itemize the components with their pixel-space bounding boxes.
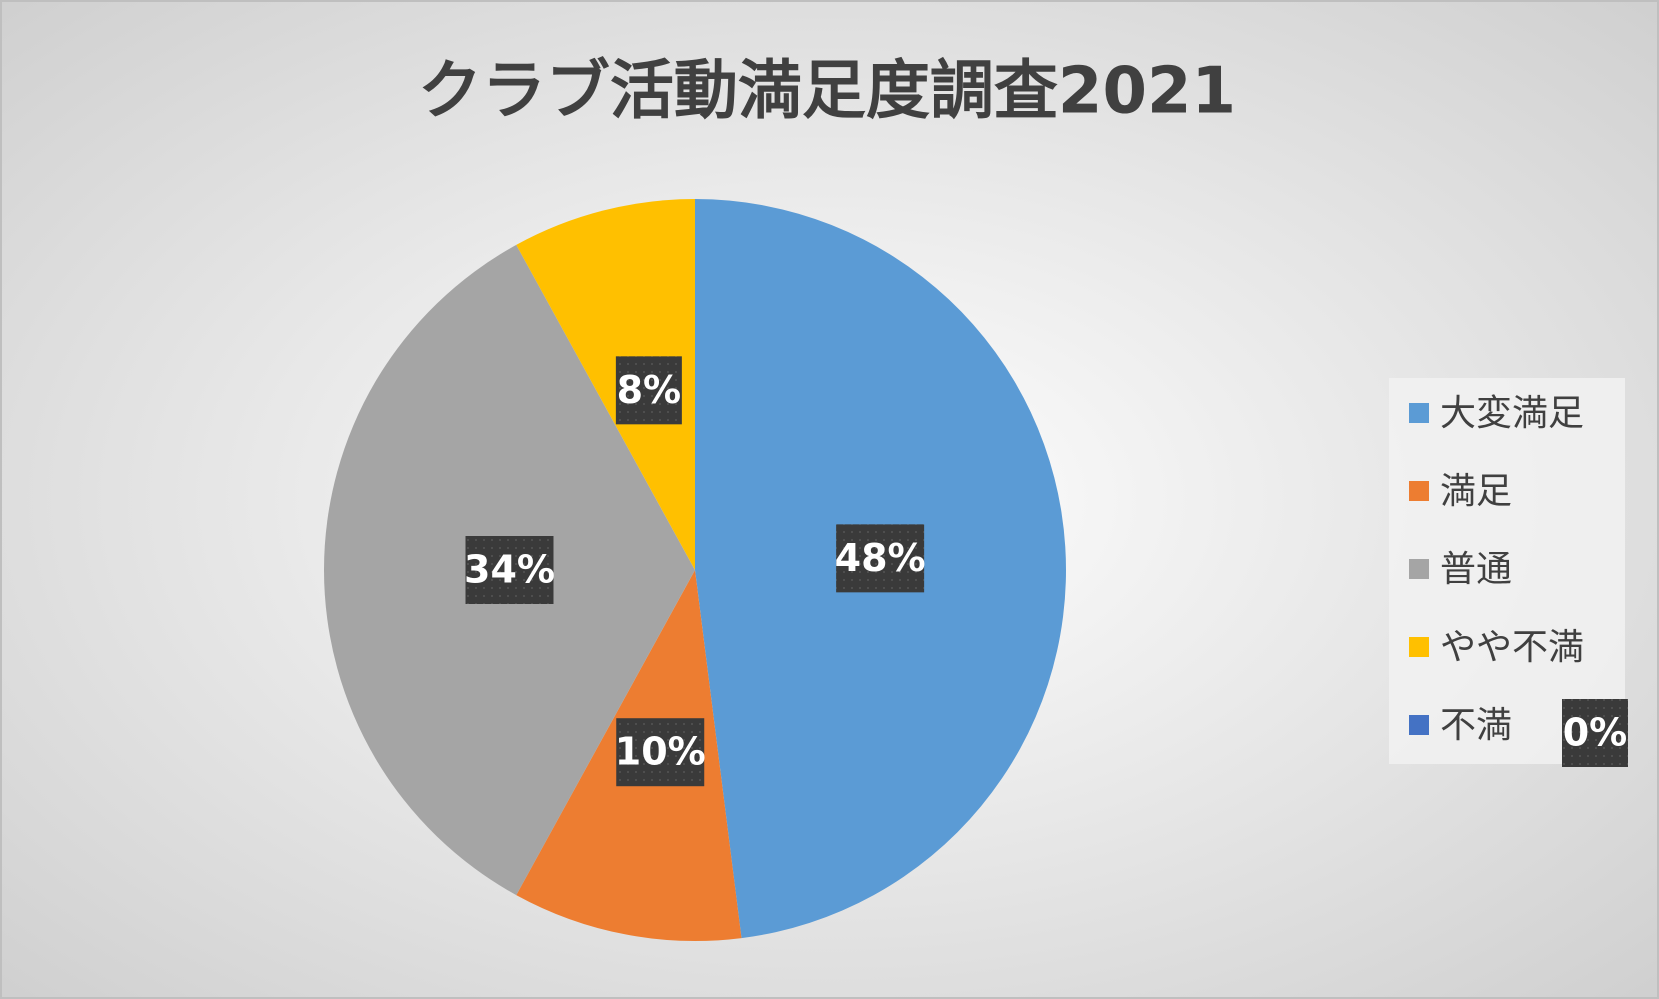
legend-label: 普通	[1440, 549, 1512, 590]
pie-slice	[516, 199, 695, 570]
legend-swatch	[1409, 403, 1429, 423]
data-label: 10%	[615, 730, 706, 774]
legend-swatch	[1409, 715, 1429, 735]
data-label-background	[465, 536, 554, 604]
legend-label: やや不満	[1440, 627, 1584, 668]
data-label-background	[616, 718, 705, 787]
legend-label: 不満	[1440, 705, 1512, 746]
legend-label: 大変満足	[1440, 393, 1584, 434]
data-label: 48%	[835, 536, 926, 580]
data-label: 0%	[1563, 711, 1628, 755]
legend-label: 満足	[1440, 471, 1512, 512]
data-label-background	[836, 524, 925, 593]
legend-swatch	[1409, 637, 1429, 657]
data-label-background	[615, 356, 682, 425]
chart-title: クラブ活動満足度調査2021	[418, 55, 1236, 129]
data-label-background	[1562, 699, 1628, 767]
data-label: 34%	[464, 548, 555, 592]
data-label: 8%	[617, 368, 682, 412]
legend-swatch	[1409, 481, 1429, 501]
legend-swatch	[1409, 559, 1429, 579]
